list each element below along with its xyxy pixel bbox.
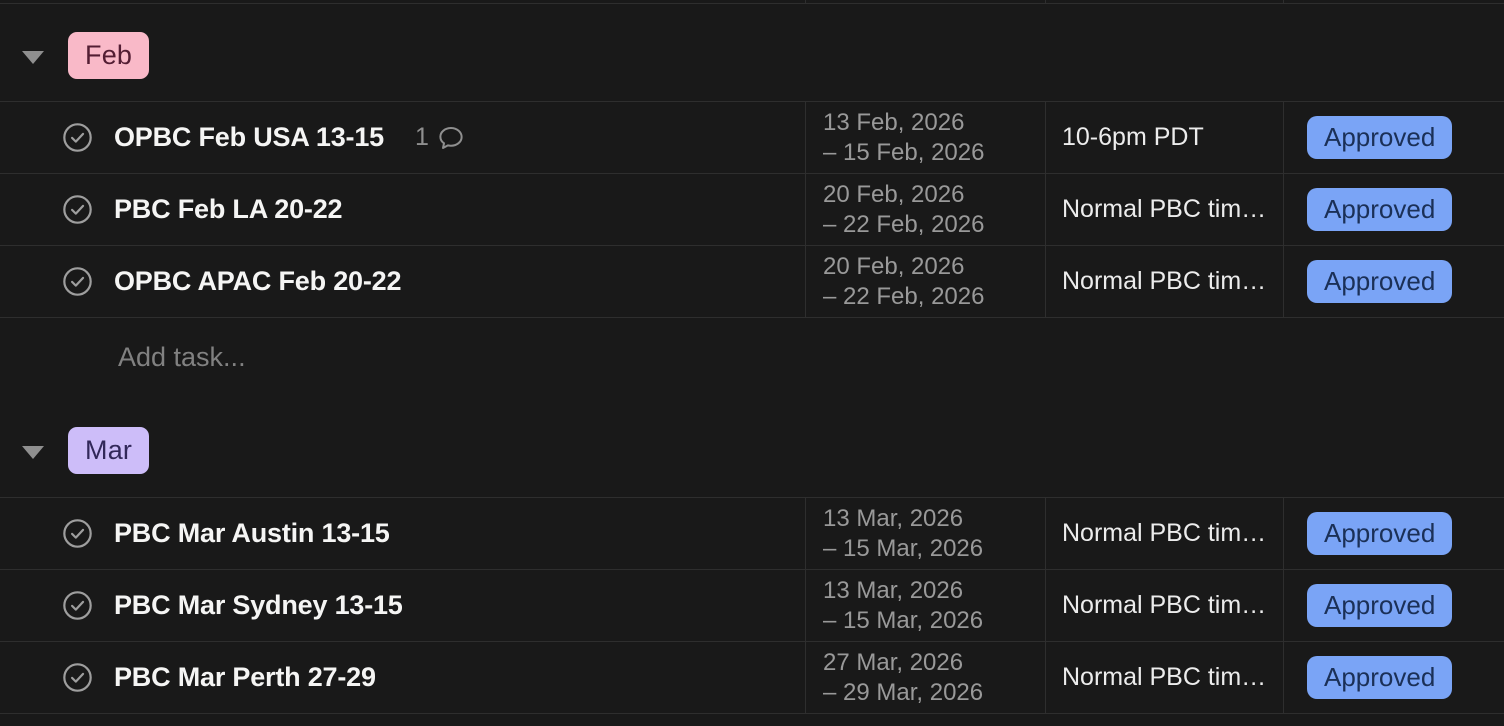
column-divider: [1045, 498, 1046, 714]
comment-indicator[interactable]: 1: [415, 123, 466, 153]
table-row[interactable]: PBC Feb LA 20-22 20 Feb, 2026 – 22 Feb, …: [0, 174, 1504, 246]
status-cell: Approved: [1283, 642, 1504, 713]
comment-count: 1: [414, 123, 429, 151]
date-cell[interactable]: 13 Feb, 2026 – 15 Feb, 2026: [805, 102, 1045, 173]
collapse-toggle-icon[interactable]: [22, 445, 44, 459]
time-cell[interactable]: Normal PBC tim…: [1062, 267, 1267, 295]
task-title[interactable]: OPBC Feb USA 13-15: [114, 122, 384, 152]
table-row[interactable]: PBC Mar Perth 27-29 27 Mar, 2026 – 29 Ma…: [0, 642, 1504, 714]
mar-task-table: PBC Mar Austin 13-15 13 Mar, 2026 – 15 M…: [0, 497, 1504, 714]
group-tag-mar[interactable]: Mar: [68, 427, 150, 474]
check-circle-icon[interactable]: [62, 266, 93, 297]
time-cell[interactable]: Normal PBC tim…: [1062, 591, 1267, 619]
date-end: – 29 Mar, 2026: [823, 678, 984, 706]
date-start: 27 Mar, 2026: [823, 648, 964, 676]
time-cell[interactable]: Normal PBC tim…: [1062, 519, 1267, 547]
column-divider-stub: [805, 0, 806, 3]
task-name-cell: PBC Mar Perth 27-29: [0, 642, 805, 713]
row-divider: [0, 3, 1504, 4]
check-circle-icon[interactable]: [62, 122, 93, 153]
date-start: 13 Mar, 2026: [823, 504, 964, 532]
status-badge[interactable]: Approved: [1307, 116, 1453, 159]
status-cell: Approved: [1283, 246, 1504, 317]
status-cell: Approved: [1283, 570, 1504, 641]
task-title[interactable]: PBC Feb LA 20-22: [114, 194, 343, 224]
task-title[interactable]: PBC Mar Sydney 13-15: [114, 590, 403, 620]
column-divider-stub: [1283, 0, 1284, 3]
task-title[interactable]: PBC Mar Perth 27-29: [114, 662, 376, 692]
column-divider: [1045, 102, 1046, 318]
group-header-mar: Mar: [22, 427, 150, 474]
task-name-cell: PBC Feb LA 20-22: [0, 174, 805, 245]
time-cell[interactable]: Normal PBC tim…: [1062, 195, 1267, 223]
date-cell[interactable]: 20 Feb, 2026 – 22 Feb, 2026: [805, 246, 1045, 317]
group-tag-feb[interactable]: Feb: [68, 32, 150, 79]
date-start: 20 Feb, 2026: [823, 252, 965, 280]
date-cell[interactable]: 27 Mar, 2026 – 29 Mar, 2026: [805, 642, 1045, 713]
status-badge[interactable]: Approved: [1307, 188, 1453, 231]
date-cell[interactable]: 13 Mar, 2026 – 15 Mar, 2026: [805, 498, 1045, 569]
group-header-feb: Feb: [22, 32, 150, 79]
status-cell: Approved: [1283, 498, 1504, 569]
status-badge[interactable]: Approved: [1307, 512, 1453, 555]
task-title[interactable]: OPBC APAC Feb 20-22: [114, 266, 402, 296]
date-end: – 15 Feb, 2026: [823, 138, 985, 166]
status-cell: Approved: [1283, 102, 1504, 173]
status-badge[interactable]: Approved: [1307, 260, 1453, 303]
status-badge[interactable]: Approved: [1307, 656, 1453, 699]
task-name-cell: PBC Mar Austin 13-15: [0, 498, 805, 569]
column-divider: [805, 102, 806, 318]
column-divider: [1283, 498, 1284, 714]
column-divider: [805, 498, 806, 714]
table-row[interactable]: PBC Mar Sydney 13-15 13 Mar, 2026 – 15 M…: [0, 570, 1504, 642]
collapse-toggle-icon[interactable]: [22, 50, 44, 64]
table-row[interactable]: OPBC Feb USA 13-15 1 13 Feb, 2026 – 15 F…: [0, 102, 1504, 174]
date-cell[interactable]: 13 Mar, 2026 – 15 Mar, 2026: [805, 570, 1045, 641]
task-name-cell: OPBC Feb USA 13-15 1: [0, 102, 805, 173]
add-task-button[interactable]: Add task...: [118, 341, 246, 372]
task-name-cell: PBC Mar Sydney 13-15: [0, 570, 805, 641]
date-cell[interactable]: 20 Feb, 2026 – 22 Feb, 2026: [805, 174, 1045, 245]
status-cell: Approved: [1283, 174, 1504, 245]
date-start: 13 Mar, 2026: [823, 576, 964, 604]
check-circle-icon[interactable]: [62, 518, 93, 549]
column-divider: [1283, 102, 1284, 318]
task-title[interactable]: PBC Mar Austin 13-15: [114, 518, 390, 548]
status-badge[interactable]: Approved: [1307, 584, 1453, 627]
date-start: 20 Feb, 2026: [823, 180, 965, 208]
date-end: – 22 Feb, 2026: [823, 282, 985, 310]
date-end: – 22 Feb, 2026: [823, 210, 985, 238]
comment-bubble-icon: [439, 126, 463, 149]
date-start: 13 Feb, 2026: [823, 108, 965, 136]
column-divider-stub: [1045, 0, 1046, 3]
check-circle-icon[interactable]: [62, 590, 93, 621]
date-end: – 15 Mar, 2026: [823, 606, 984, 634]
time-cell[interactable]: Normal PBC tim…: [1062, 663, 1267, 691]
table-row[interactable]: PBC Mar Austin 13-15 13 Mar, 2026 – 15 M…: [0, 498, 1504, 570]
check-circle-icon[interactable]: [62, 194, 93, 225]
feb-task-table: OPBC Feb USA 13-15 1 13 Feb, 2026 – 15 F…: [0, 101, 1504, 318]
check-circle-icon[interactable]: [62, 662, 93, 693]
date-end: – 15 Mar, 2026: [823, 534, 984, 562]
time-cell[interactable]: 10-6pm PDT: [1062, 123, 1204, 151]
table-row[interactable]: OPBC APAC Feb 20-22 20 Feb, 2026 – 22 Fe…: [0, 246, 1504, 318]
task-name-cell: OPBC APAC Feb 20-22: [0, 246, 805, 317]
